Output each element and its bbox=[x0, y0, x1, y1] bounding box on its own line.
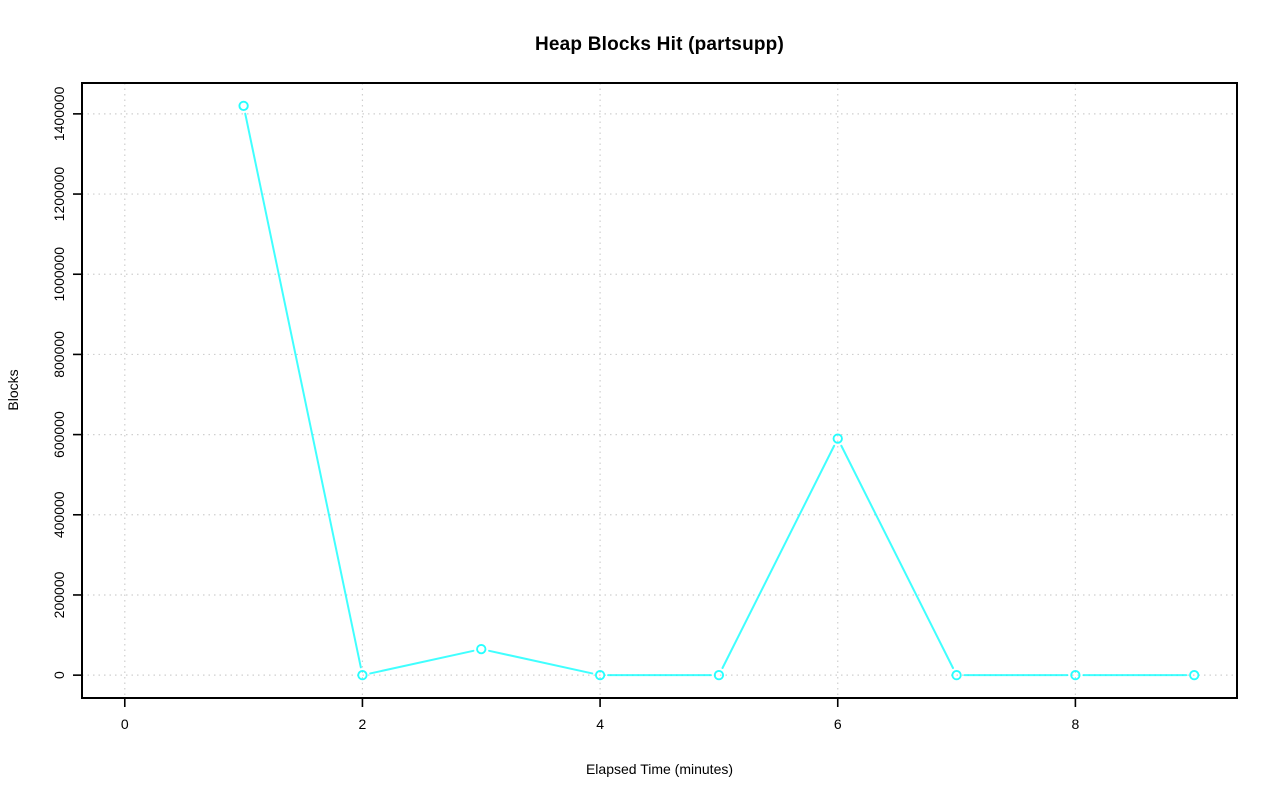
y-tick-label: 600000 bbox=[51, 411, 67, 458]
x-tick-label: 6 bbox=[834, 716, 842, 732]
y-tick-label: 800000 bbox=[51, 331, 67, 378]
data-line-segment bbox=[488, 649, 594, 675]
data-point-marker bbox=[951, 669, 962, 681]
y-tick-label: 1400000 bbox=[51, 86, 67, 141]
y-tick-label: 1200000 bbox=[51, 167, 67, 222]
x-tick-label: 2 bbox=[359, 716, 367, 732]
data-line-segment bbox=[244, 112, 362, 669]
y-tick-label: 1000000 bbox=[51, 247, 67, 302]
x-tick-label: 0 bbox=[121, 716, 129, 732]
plot-border bbox=[81, 82, 1238, 699]
data-point-marker bbox=[357, 669, 368, 681]
data-point-marker bbox=[1189, 669, 1200, 681]
data-line-segment bbox=[840, 444, 954, 669]
y-axis-title: Blocks bbox=[5, 369, 21, 411]
data-point-marker bbox=[713, 669, 725, 681]
data-line-segment bbox=[721, 444, 836, 669]
data-point-marker bbox=[832, 433, 843, 444]
y-tick-label: 400000 bbox=[51, 491, 67, 538]
data-point-marker bbox=[238, 100, 249, 112]
data-point-marker bbox=[1070, 669, 1081, 681]
data-line-segment bbox=[369, 649, 475, 675]
data-point-marker bbox=[594, 669, 606, 681]
y-tick-label: 0 bbox=[51, 671, 67, 679]
data-point-marker bbox=[476, 643, 487, 655]
chart-title: Heap Blocks Hit (partsupp) bbox=[534, 34, 785, 55]
x-tick-label: 8 bbox=[1071, 716, 1079, 732]
x-tick-label: 4 bbox=[596, 716, 604, 732]
y-tick-label: 200000 bbox=[51, 571, 67, 618]
x-axis-title: Elapsed Time (minutes) bbox=[585, 761, 734, 777]
